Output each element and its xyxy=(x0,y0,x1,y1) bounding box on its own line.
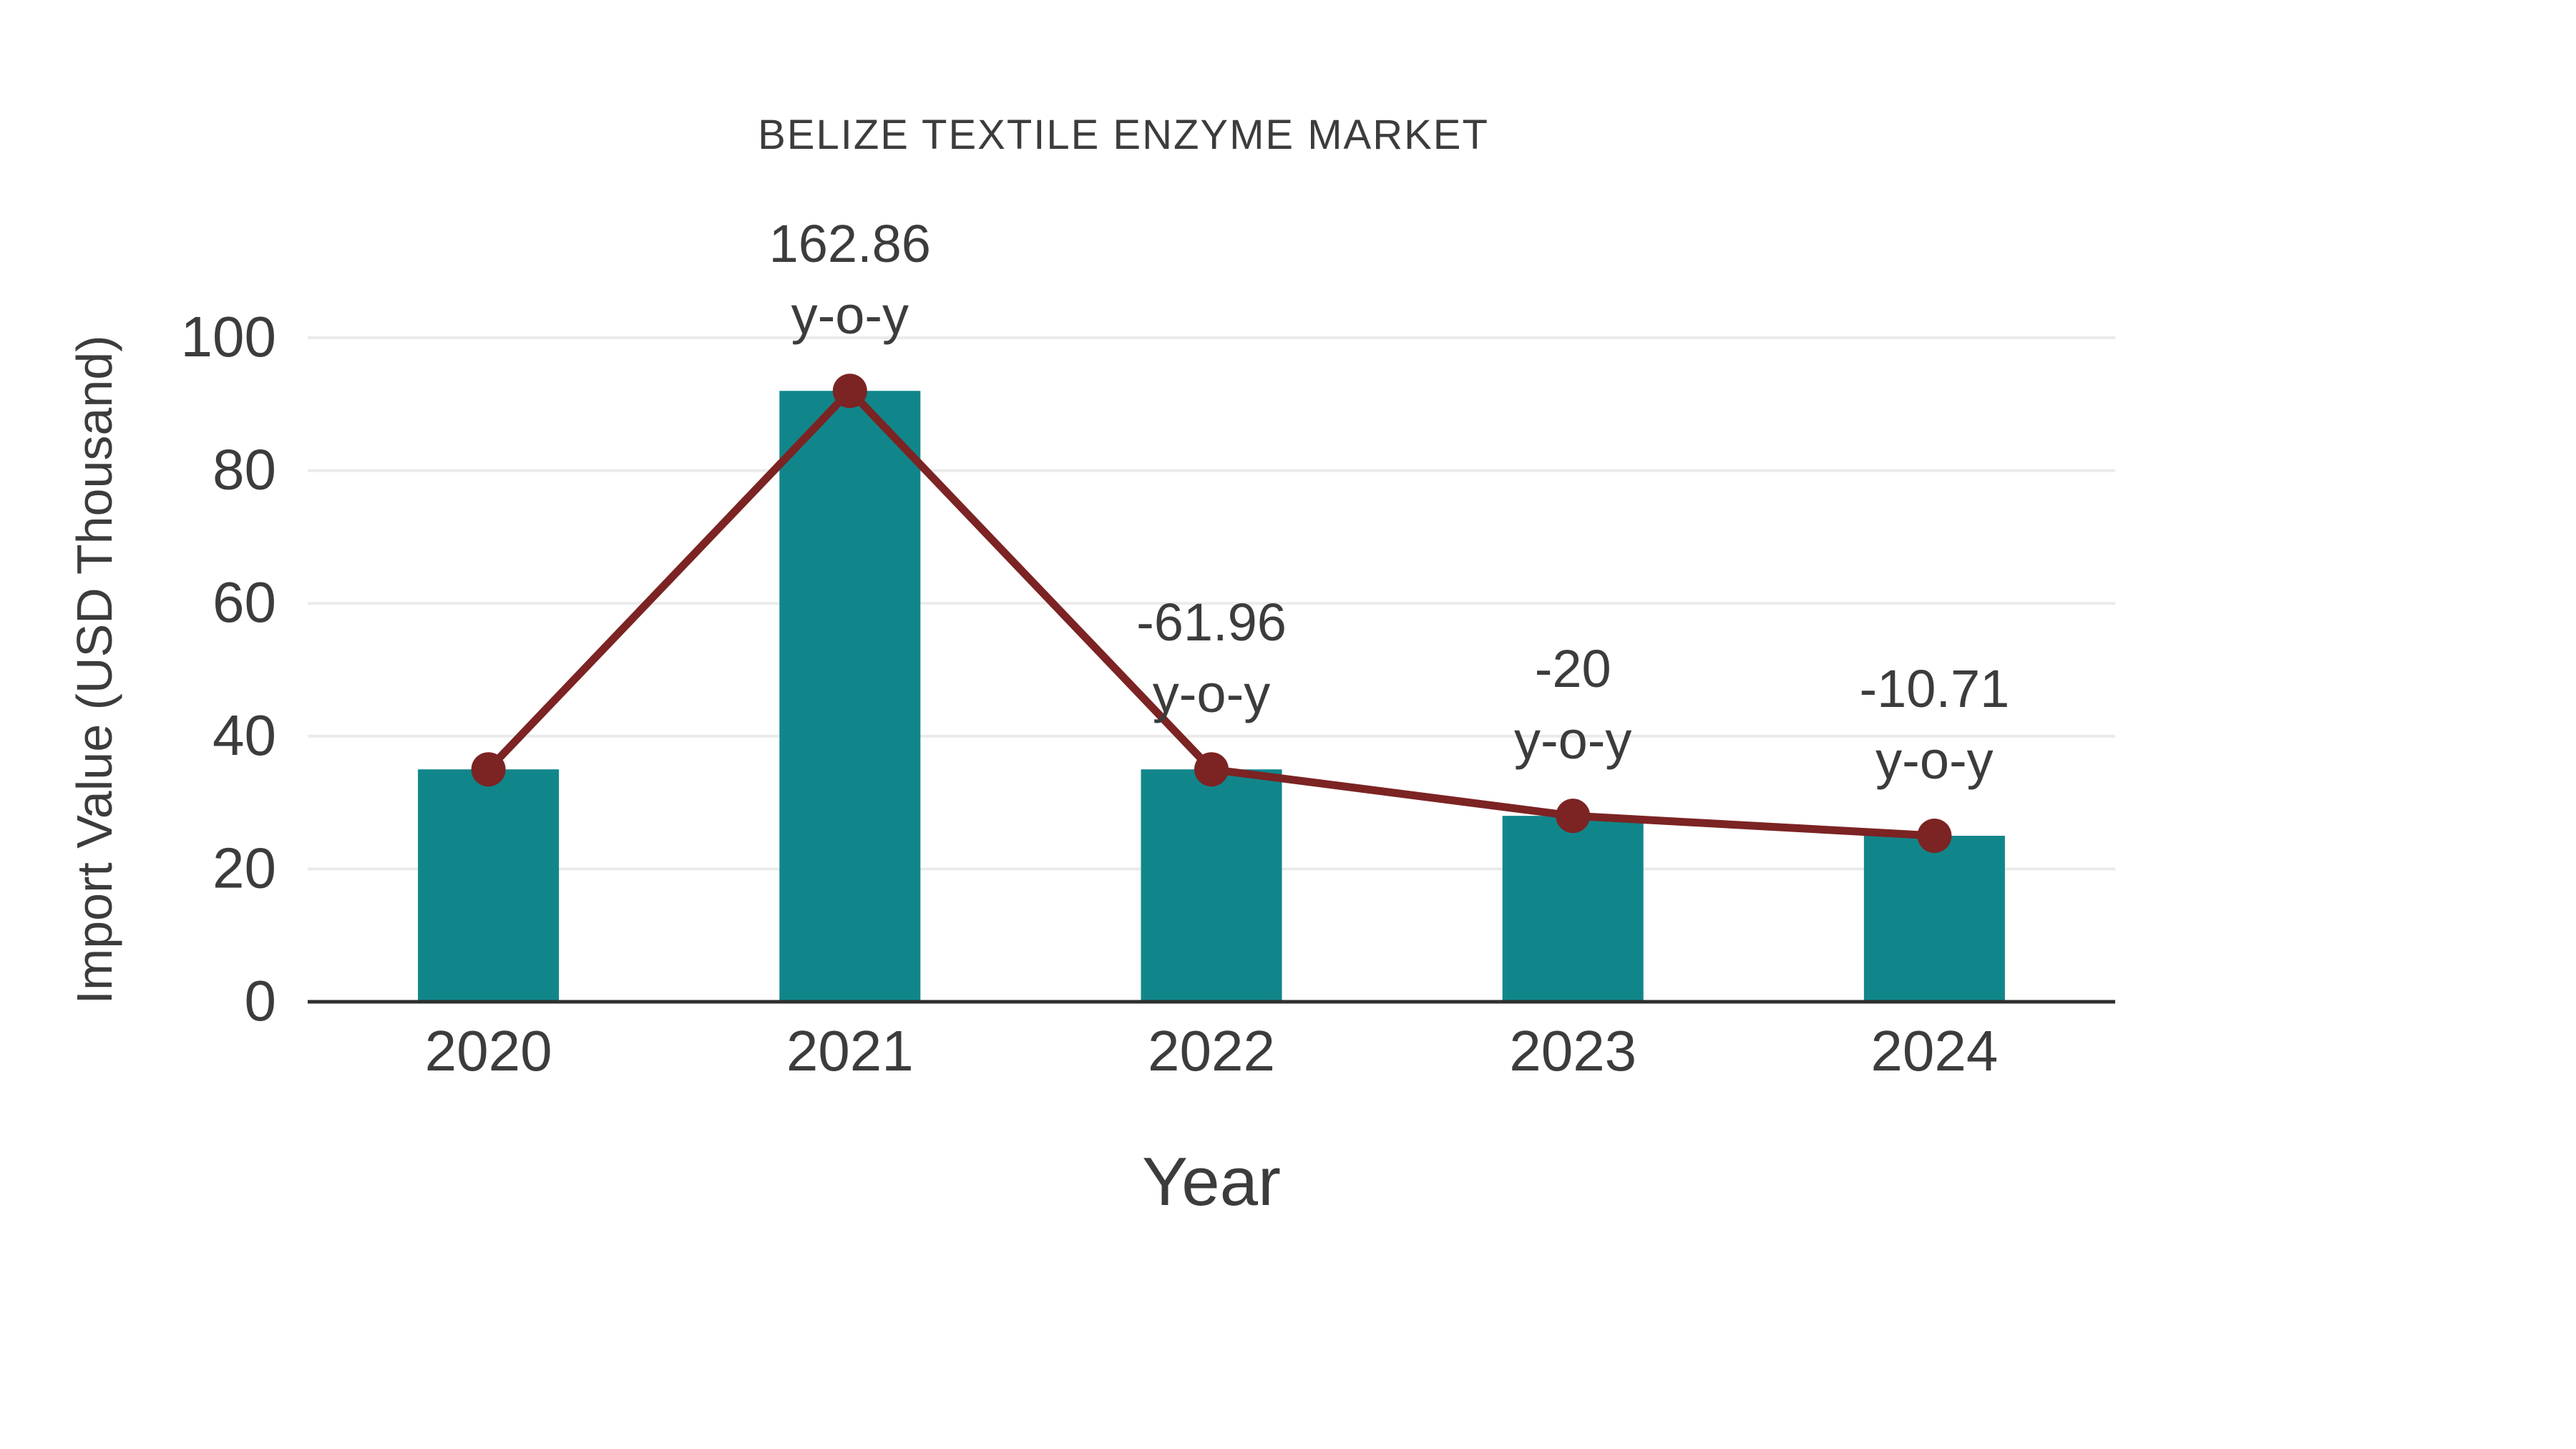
trend-point-2024 xyxy=(1917,819,1952,853)
annotation-suffix: y-o-y xyxy=(1875,731,1993,790)
annotation-suffix: y-o-y xyxy=(791,286,909,345)
x-tick-label: 2023 xyxy=(1509,1019,1636,1083)
x-tick-label: 2020 xyxy=(425,1019,552,1083)
gridlines xyxy=(308,336,2115,871)
annotation-suffix: y-o-y xyxy=(1153,664,1270,723)
y-tick-label: 100 xyxy=(181,305,276,369)
bar-2024 xyxy=(1863,836,2005,1002)
trend-point-2022 xyxy=(1194,752,1229,787)
bar-2020 xyxy=(418,769,560,1002)
bar-2021 xyxy=(779,391,921,1002)
y-axis-title: Import Value (USD Thousand) xyxy=(67,335,122,1004)
trend-point-2020 xyxy=(471,752,506,787)
bar-2023 xyxy=(1502,816,1644,1002)
y-tick-label: 40 xyxy=(213,703,276,767)
trend-point-2023 xyxy=(1556,799,1591,834)
y-tick-label: 0 xyxy=(245,969,277,1033)
trend-point-2021 xyxy=(832,374,867,409)
y-tick-label: 60 xyxy=(213,570,276,634)
x-tick-label: 2022 xyxy=(1148,1019,1275,1083)
bars xyxy=(418,391,2005,1002)
annotation-value: 162.86 xyxy=(769,214,931,273)
annotation-value: -20 xyxy=(1535,639,1611,698)
y-tick-label: 80 xyxy=(213,438,276,502)
y-tick-label: 20 xyxy=(213,836,276,899)
annotation-value: -61.96 xyxy=(1136,592,1287,652)
x-axis-title: Year xyxy=(1142,1143,1281,1220)
x-tick-label: 2021 xyxy=(786,1019,914,1083)
annotation-suffix: y-o-y xyxy=(1514,711,1631,770)
chart-title: BELIZE TEXTILE ENZYME MARKET xyxy=(758,112,1489,158)
annotation-value: -10.71 xyxy=(1859,659,2009,718)
bar-2022 xyxy=(1141,769,1282,1002)
x-tick-label: 2024 xyxy=(1870,1019,1998,1083)
